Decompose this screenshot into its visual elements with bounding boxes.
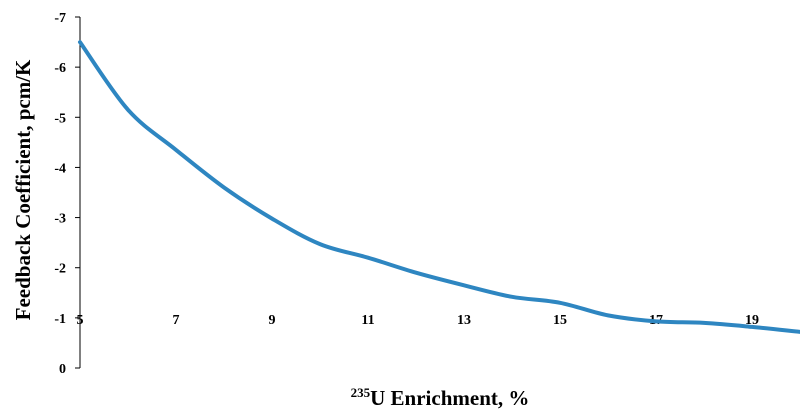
y-tick-label: -1 bbox=[54, 312, 66, 327]
x-tick-label: 13 bbox=[457, 313, 471, 328]
x-axis-title-superscript: 235 bbox=[351, 385, 371, 400]
y-tick-label: -2 bbox=[54, 262, 66, 277]
x-axis-title-main: U Enrichment, % bbox=[370, 386, 529, 410]
x-tick-label: 19 bbox=[745, 313, 759, 328]
y-tick-label: -6 bbox=[54, 61, 66, 76]
y-axis-title: Feedback Coefficient, pcm/K bbox=[11, 59, 35, 320]
x-axis-title: 235U Enrichment, % bbox=[351, 385, 530, 410]
y-tick-label: -7 bbox=[54, 11, 66, 26]
y-tick-label: -5 bbox=[54, 111, 66, 126]
x-tick-label: 7 bbox=[173, 313, 180, 328]
x-tick-label: 5 bbox=[77, 313, 84, 328]
tick-labels: 0-1-2-3-4-5-6-75 7 9 11 13 15 17 19 bbox=[54, 11, 759, 377]
x-tick-label: 9 bbox=[269, 313, 276, 328]
y-tick-label: -4 bbox=[54, 161, 66, 176]
series-line-0 bbox=[78, 40, 800, 334]
x-tick-label: 15 bbox=[553, 313, 567, 328]
series-layer bbox=[78, 40, 800, 334]
y-tick-label: -3 bbox=[54, 212, 66, 227]
y-tick-label: 0 bbox=[59, 362, 66, 377]
x-tick-label: 11 bbox=[361, 313, 374, 328]
axes bbox=[75, 16, 81, 369]
